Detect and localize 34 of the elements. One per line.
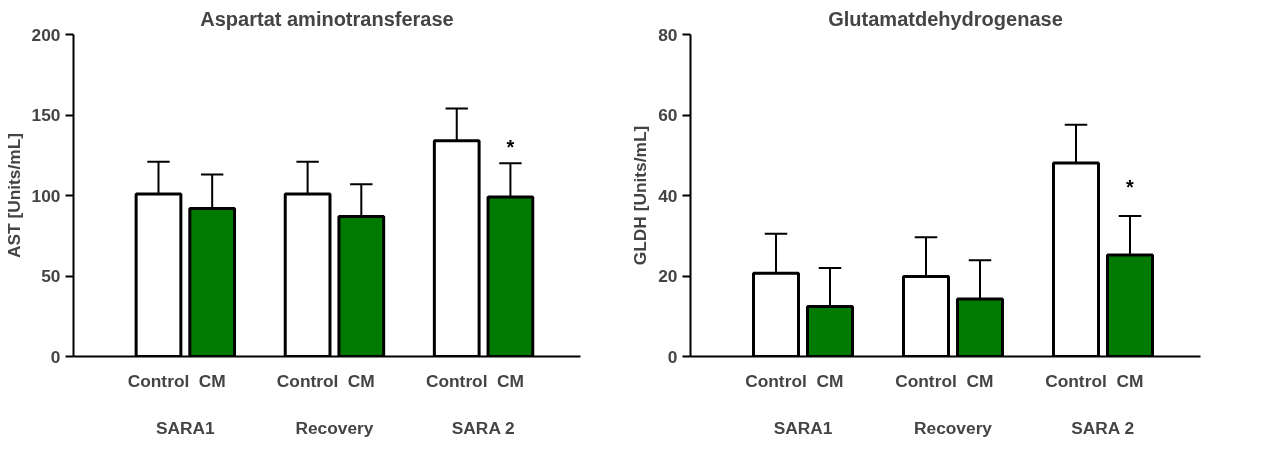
series-label: CM xyxy=(198,370,226,391)
series-label: CM xyxy=(816,370,844,391)
text: CM xyxy=(496,370,524,391)
text: Control xyxy=(276,370,339,391)
y-tick-label: 50 xyxy=(41,266,61,286)
text: Control xyxy=(895,370,957,391)
y-tick-label: 80 xyxy=(658,24,678,45)
chart-title: Aspartat aminotransferase xyxy=(200,7,454,30)
y-tick-label: 150 xyxy=(31,105,61,125)
y-tick-label: 100 xyxy=(31,185,61,206)
y-tick-label: 0 xyxy=(50,346,61,367)
series-label: Control xyxy=(745,370,807,391)
x-tick-label: SARA1 xyxy=(155,417,216,438)
x-tick-label: SARA 2 xyxy=(451,417,515,438)
y-tick-label: 20 xyxy=(658,266,678,286)
annotation: * xyxy=(506,136,515,159)
y-tick-label: 200 xyxy=(31,24,61,45)
series-label: Control xyxy=(127,370,190,391)
x-tick-label: SARA 2 xyxy=(1071,417,1135,438)
x-tick-label: Recovery xyxy=(913,417,993,438)
text: CM xyxy=(347,370,375,391)
y-axis-title: AST [Units/mL] xyxy=(3,132,24,259)
x-tick-label: SARA1 xyxy=(773,417,833,438)
text: Control xyxy=(1045,370,1107,391)
annotation: * xyxy=(1126,176,1135,199)
y-axis-title: GLDH [Units/mL] xyxy=(630,125,651,266)
text: Control xyxy=(425,370,488,391)
x-tick-label: Recovery xyxy=(295,417,374,438)
y-tick-label: 60 xyxy=(658,105,678,125)
y-tick-label: 40 xyxy=(658,185,678,206)
y-tick-label: 0 xyxy=(667,346,678,367)
chart-title: Glutamatdehydrogenase xyxy=(828,7,1063,30)
text: CM xyxy=(966,370,994,391)
text: CM xyxy=(1116,370,1144,391)
